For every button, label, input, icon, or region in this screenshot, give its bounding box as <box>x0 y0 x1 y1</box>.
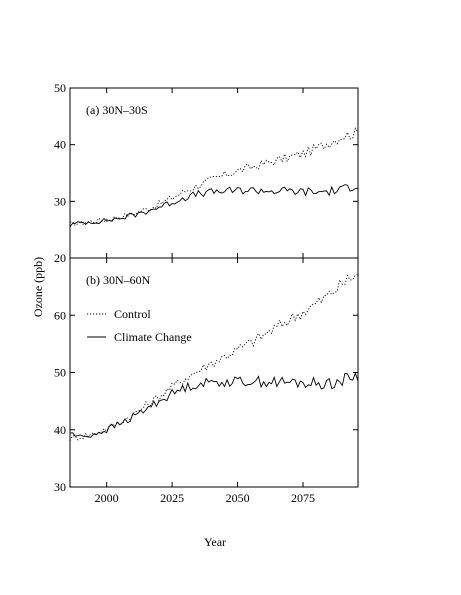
x-axis: 2000 2025 2050 2075 <box>95 491 315 505</box>
series-line-climate-change <box>69 371 359 438</box>
series-line-control <box>69 274 359 441</box>
x-tick-label: 2075 <box>291 491 315 505</box>
series-line-control <box>69 127 359 227</box>
y-tick-label: 60 <box>54 308 66 322</box>
x-tick-label: 2050 <box>226 491 250 505</box>
y-axis-label: Ozone (ppb) <box>31 257 45 317</box>
legend-label-climate-change: Climate Change <box>114 330 192 344</box>
panel-label: (a) 30N–30S <box>86 103 148 117</box>
y-tick-label: 40 <box>54 138 66 152</box>
panel-b: 30 40 50 60 (b) 30N–60N <box>54 257 359 494</box>
y-tick-label: 30 <box>54 480 66 494</box>
panel-frame <box>69 257 359 488</box>
x-axis-label: Year <box>204 535 226 549</box>
y-tick-label: 30 <box>54 194 66 208</box>
y-tick-label: 40 <box>54 423 66 437</box>
panel-label: (b) 30N–60N <box>86 273 151 287</box>
y-tick-label: 50 <box>54 81 66 95</box>
x-tick-label: 2000 <box>95 491 119 505</box>
legend: Control Climate Change <box>87 307 192 344</box>
panel-a: 20 30 40 50 (a) 30N–30S <box>54 81 359 265</box>
y-tick-label: 50 <box>54 366 66 380</box>
x-tick-label: 2025 <box>160 491 184 505</box>
legend-label-control: Control <box>114 307 151 321</box>
series-line-climate-change <box>69 184 359 227</box>
y-tick-label: 20 <box>54 251 66 265</box>
